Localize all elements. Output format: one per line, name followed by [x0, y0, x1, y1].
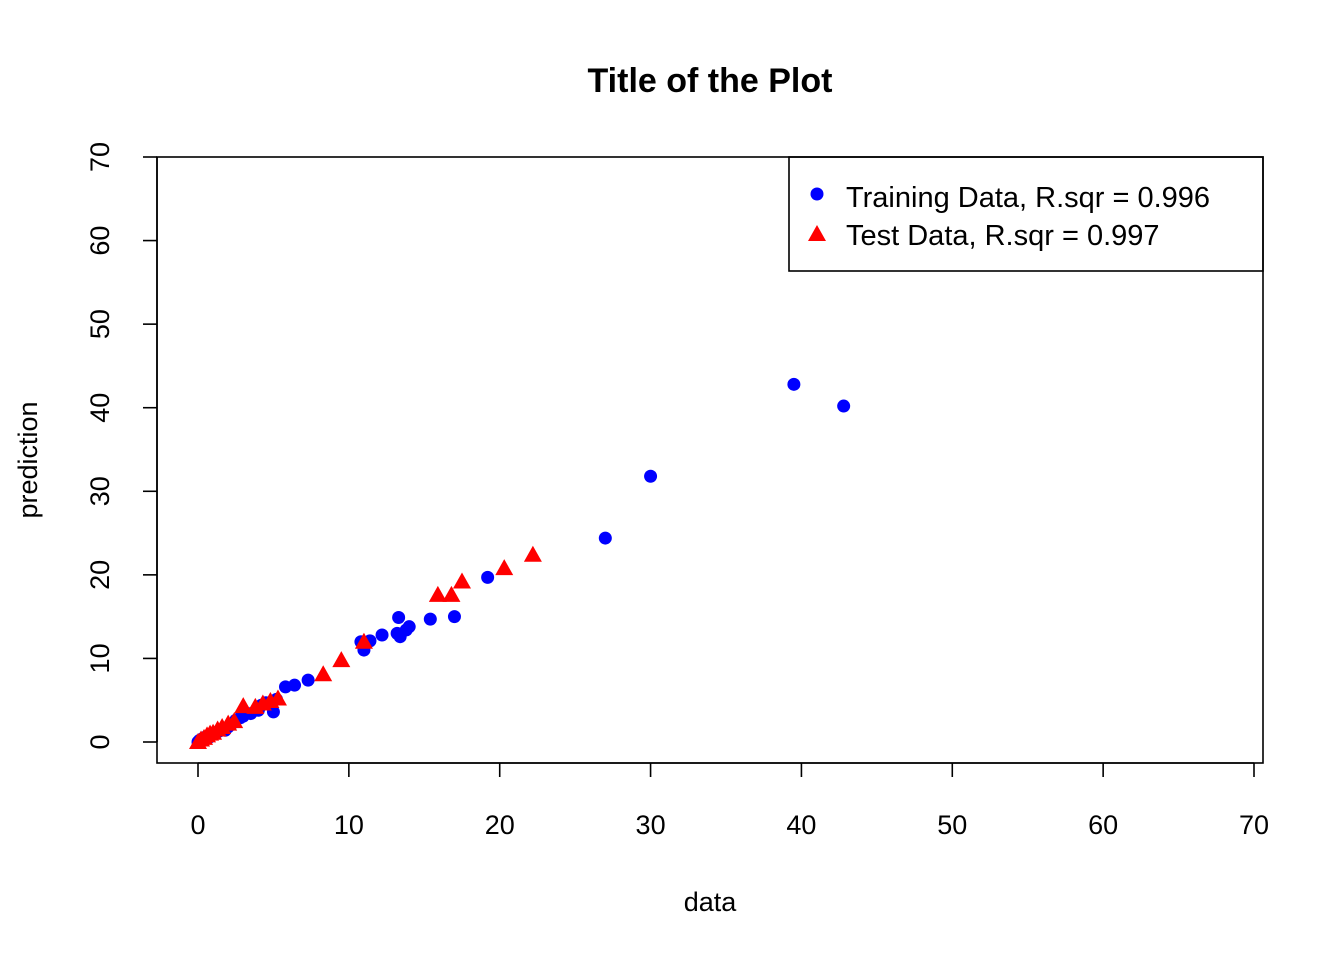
y-tick-label: 40: [85, 393, 115, 423]
test-data-point: [354, 632, 373, 649]
test-data-point: [495, 559, 514, 576]
legend-test-marker: [808, 225, 826, 241]
y-axis-ticks: 0 10 20 30 40 50 60 70: [85, 142, 157, 750]
x-tick-label: 60: [1088, 810, 1118, 840]
x-tick-label: 0: [190, 810, 205, 840]
y-tick-label: 70: [85, 142, 115, 172]
legend-box: [788, 156, 1264, 272]
data-points: [189, 377, 851, 749]
training-data-point: [392, 610, 406, 624]
test-data-point: [332, 651, 351, 668]
training-data-point: [288, 678, 302, 692]
test-data-point: [314, 665, 333, 682]
training-data-point: [423, 612, 437, 626]
test-data-point: [523, 545, 542, 562]
y-tick-label: 60: [85, 226, 115, 256]
x-tick-label: 40: [786, 810, 816, 840]
training-data-point: [787, 377, 801, 391]
training-data-point: [375, 628, 389, 642]
test-data-point: [442, 585, 461, 602]
x-axis-ticks: 0 10 20 30 40 50 60 70: [190, 763, 1269, 840]
training-data-point: [447, 610, 461, 624]
legend-training-marker: [810, 187, 824, 201]
legend-training-label: Training Data, R.sqr = 0.996: [846, 182, 1210, 214]
test-data-point: [225, 712, 244, 729]
training-data-point: [598, 531, 612, 545]
y-tick-label: 50: [85, 309, 115, 339]
x-tick-label: 70: [1239, 810, 1269, 840]
test-data-point: [234, 697, 253, 714]
y-tick-label: 10: [85, 643, 115, 673]
test-data-point: [268, 689, 287, 706]
training-data-point: [301, 673, 315, 687]
y-tick-label: 30: [85, 476, 115, 506]
training-data-point: [837, 399, 851, 413]
x-tick-label: 20: [485, 810, 515, 840]
legend: Training Data, R.sqr = 0.996 Test Data, …: [788, 156, 1264, 272]
training-data-point: [402, 620, 416, 634]
test-data-point: [453, 572, 471, 589]
x-tick-label: 10: [334, 810, 364, 840]
legend-test-label: Test Data, R.sqr = 0.997: [846, 220, 1160, 252]
chart-title: Title of the Plot: [588, 62, 833, 100]
y-tick-label: 0: [85, 734, 115, 749]
y-tick-label: 20: [85, 560, 115, 590]
x-axis-label: data: [684, 887, 738, 917]
x-tick-label: 50: [937, 810, 967, 840]
test-data-point: [428, 585, 447, 602]
x-tick-label: 30: [636, 810, 666, 840]
training-data-point: [481, 570, 495, 584]
y-axis-label: prediction: [13, 401, 43, 518]
training-data-point: [644, 469, 658, 483]
